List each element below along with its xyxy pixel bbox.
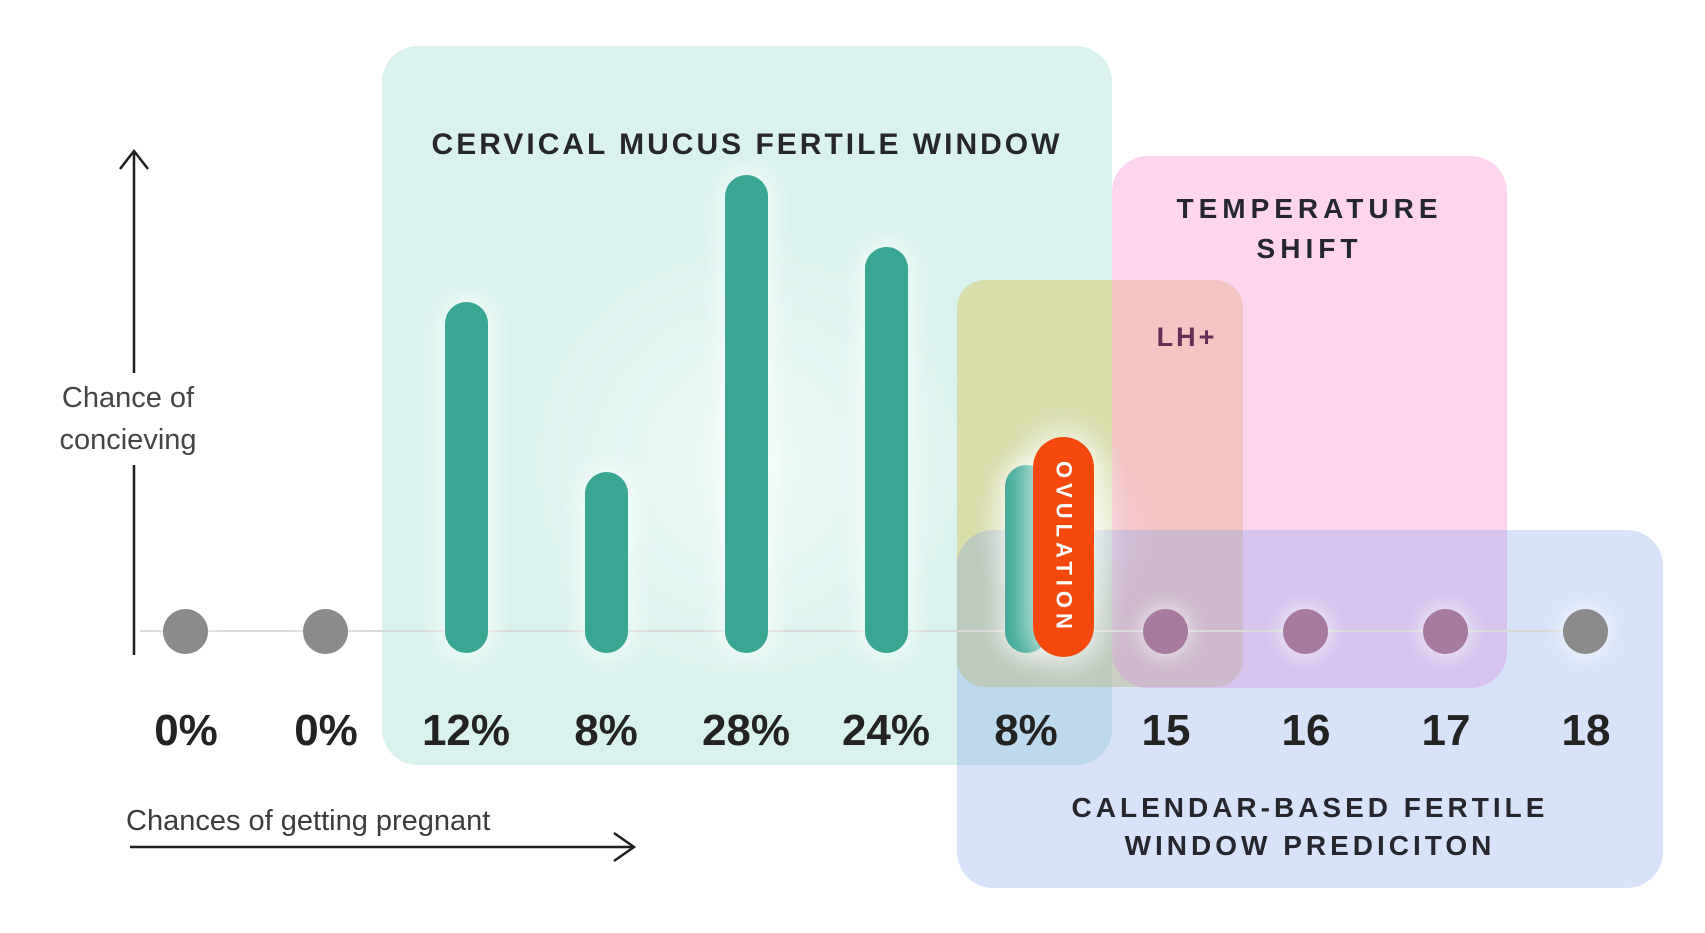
dot-day-0pct-a [163, 609, 208, 654]
calendar-region-title: CALENDAR-BASED FERTILE WINDOW PREDICITON [957, 789, 1663, 865]
bar-8pct-a [585, 472, 628, 653]
calendar-title-line1: CALENDAR-BASED FERTILE [1071, 792, 1549, 823]
cervical-region-title: CERVICAL MUCUS FERTILE WINDOW [431, 128, 1063, 161]
column-label-1: 0% [294, 706, 358, 755]
column-label-4: 28% [701, 706, 791, 755]
calendar-title-line2: WINDOW PREDICITON [1124, 830, 1496, 861]
bar-28pct [725, 175, 768, 653]
x-axis-arrow [130, 831, 637, 863]
column-label-6: 8% [994, 706, 1058, 755]
column-label-3: 8% [574, 706, 638, 755]
temperature-title-line2: SHIFT [1256, 233, 1363, 264]
temperature-shift-region [1112, 156, 1507, 688]
bar-24pct [865, 247, 908, 653]
y-axis-label-line1: Chance of [61, 382, 195, 414]
column-label-9: 17 [1421, 706, 1471, 755]
dot-day-18 [1563, 609, 1608, 654]
column-label-7: 15 [1141, 706, 1191, 755]
column-label-10: 18 [1561, 706, 1611, 755]
column-label-5: 24% [841, 706, 931, 755]
column-label-0: 0% [154, 706, 218, 755]
y-axis-label-line2: concieving [59, 424, 197, 456]
dot-day-17 [1423, 609, 1468, 654]
bar-12pct [445, 302, 488, 653]
temperature-title-line1: TEMPERATURE [1176, 193, 1443, 224]
ovulation-badge: OVULATION [1033, 437, 1094, 657]
column-label-2: 12% [421, 706, 511, 755]
y-axis-label: Chance of concieving [38, 373, 218, 465]
dot-day-0pct-b [303, 609, 348, 654]
lh-positive-label: LH+ [1156, 322, 1218, 352]
ovulation-window-region [957, 280, 1243, 687]
column-label-8: 16 [1281, 706, 1331, 755]
dot-day-15 [1143, 609, 1188, 654]
x-axis-label: Chances of getting pregnant [126, 805, 491, 837]
temperature-region-title: TEMPERATURE SHIFT [1112, 189, 1507, 269]
ovulation-badge-label: OVULATION [1051, 460, 1077, 634]
dot-day-16 [1283, 609, 1328, 654]
